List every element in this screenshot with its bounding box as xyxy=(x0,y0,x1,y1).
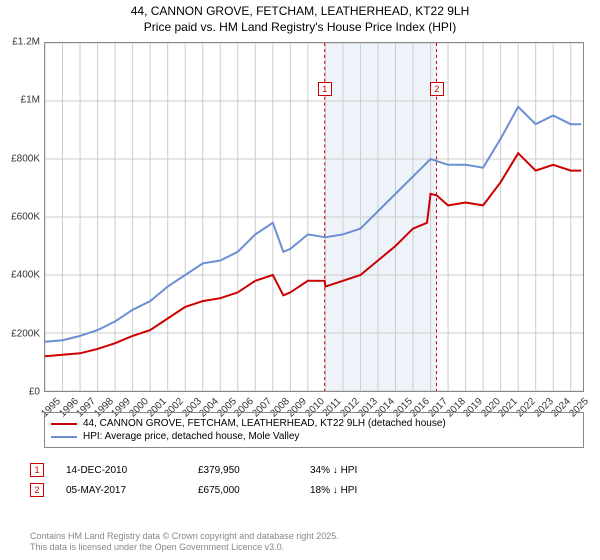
marker-flag: 2 xyxy=(430,82,444,96)
transaction-date: 14-DEC-2010 xyxy=(66,465,176,476)
price-chart xyxy=(44,42,584,392)
title-line-1: 44, CANNON GROVE, FETCHAM, LEATHERHEAD, … xyxy=(0,4,600,20)
legend-swatch xyxy=(51,436,77,438)
footer-line-1: Contains HM Land Registry data © Crown c… xyxy=(30,531,339,543)
marker-flag: 1 xyxy=(318,82,332,96)
legend-label: 44, CANNON GROVE, FETCHAM, LEATHERHEAD, … xyxy=(83,418,446,429)
transaction-date: 05-MAY-2017 xyxy=(66,485,176,496)
transaction-row: 1 14-DEC-2010 £379,950 34% ↓ HPI xyxy=(30,460,584,480)
y-tick-label: £0 xyxy=(0,387,40,398)
legend: 44, CANNON GROVE, FETCHAM, LEATHERHEAD, … xyxy=(44,412,584,448)
footer: Contains HM Land Registry data © Crown c… xyxy=(30,531,339,554)
y-tick-label: £1.2M xyxy=(0,37,40,48)
y-tick-label: £800K xyxy=(0,153,40,164)
y-tick-label: £400K xyxy=(0,270,40,281)
transaction-price: £379,950 xyxy=(198,465,288,476)
transaction-row: 2 05-MAY-2017 £675,000 18% ↓ HPI xyxy=(30,480,584,500)
legend-row: HPI: Average price, detached house, Mole… xyxy=(51,430,577,443)
transaction-price: £675,000 xyxy=(198,485,288,496)
legend-row: 44, CANNON GROVE, FETCHAM, LEATHERHEAD, … xyxy=(51,417,577,430)
title-line-2: Price paid vs. HM Land Registry's House … xyxy=(0,20,600,36)
chart-svg xyxy=(45,43,583,391)
footer-line-2: This data is licensed under the Open Gov… xyxy=(30,542,339,554)
legend-swatch xyxy=(51,423,77,425)
legend-label: HPI: Average price, detached house, Mole… xyxy=(83,431,299,442)
y-tick-label: £1M xyxy=(0,95,40,106)
y-tick-label: £600K xyxy=(0,212,40,223)
transaction-delta: 18% ↓ HPI xyxy=(310,485,357,496)
transaction-marker: 1 xyxy=(30,463,44,477)
transaction-marker: 2 xyxy=(30,483,44,497)
transactions-table: 1 14-DEC-2010 £379,950 34% ↓ HPI 2 05-MAY-201… xyxy=(30,460,584,500)
transaction-delta: 34% ↓ HPI xyxy=(310,465,357,476)
y-tick-label: £200K xyxy=(0,328,40,339)
